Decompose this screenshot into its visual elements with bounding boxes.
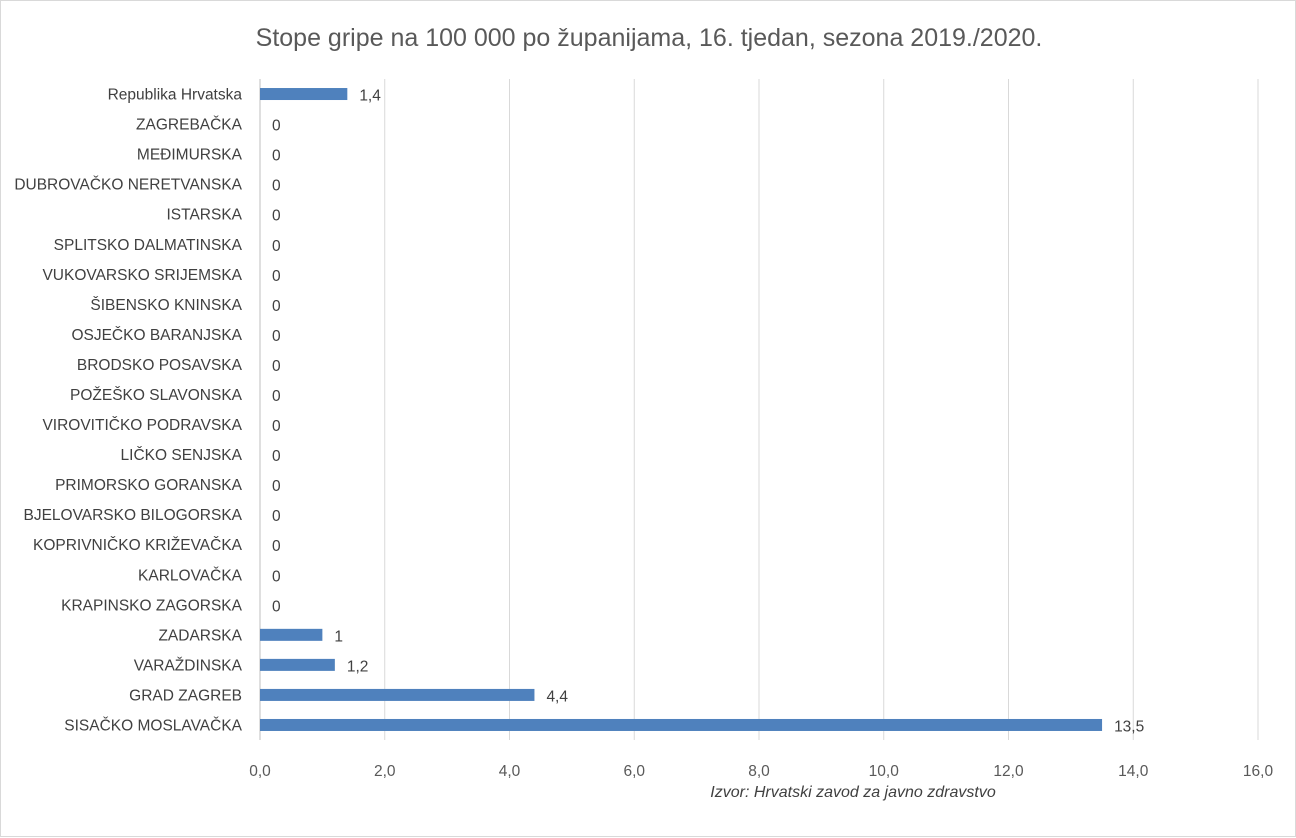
category-label: Republika Hrvatska [108,87,243,104]
data-label: 0 [272,568,281,585]
category-label: PRIMORSKO GORANSKA [55,477,243,494]
data-label: 0 [272,148,281,165]
data-label: 0 [272,328,281,345]
data-label: 0 [272,298,281,315]
category-label: KRAPINSKO ZAGORSKA [61,597,243,614]
category-labels: Republika Hrvatska ZAGREBAČKA MEĐIMURSKA DU… [14,87,242,735]
data-label: 0 [272,238,281,255]
category-label: POŽEŠKO SLAVONSKA [70,387,243,404]
category-label: KARLOVAČKA [138,567,243,584]
category-label: DUBROVAČKO NERETVANSKA [14,177,242,194]
category-label: BRODSKO POSAVSKA [77,357,243,374]
category-label: BJELOVARSKO BILOGORSKA [23,507,242,524]
x-tick-label: 0,0 [249,763,271,780]
category-label: VARAŽDINSKA [134,657,243,674]
data-label: 1,4 [359,88,381,105]
data-label: 0 [272,358,281,375]
data-label: 0 [272,448,281,465]
x-tick-label: 2,0 [374,763,396,780]
category-label: SISAČKO MOSLAVAČKA [64,717,242,734]
bar [260,88,348,101]
category-label: LIČKO SENJSKA [121,447,243,464]
data-label: 0 [272,118,281,135]
data-label: 1 [334,628,343,645]
x-tick-label: 14,0 [1118,763,1149,780]
bar [260,628,323,641]
data-labels: 1,4 0 0 0 0 0 0 0 0 0 0 0 0 0 0 0 0 0 11,2 4,4 13,5 [272,88,1144,736]
data-label: 13,5 [1114,718,1144,735]
x-tick-label: 8,0 [748,763,770,780]
data-label: 0 [272,598,281,615]
data-label: 0 [272,268,281,285]
category-label: ZADARSKA [158,627,242,644]
bar [260,718,1103,731]
data-label: 0 [272,178,281,195]
category-label: VUKOVARSKO SRIJEMSKA [42,267,242,284]
category-label: MEĐIMURSKA [137,147,243,164]
category-label: ISTARSKA [166,207,242,224]
x-tick-label: 4,0 [499,763,521,780]
category-label: GRAD ZAGREB [129,687,242,704]
data-label: 0 [272,508,281,525]
x-tick-label: 12,0 [993,763,1024,780]
category-label: ŠIBENSKO KNINSKA [90,297,242,314]
data-label: 4,4 [546,688,568,705]
category-label: VIROVITIČKO PODRAVSKA [42,417,242,434]
data-label: 1,2 [347,658,369,675]
category-label: KOPRIVNIČKO KRIŽEVAČKA [33,537,243,554]
bar [260,658,335,671]
data-label: 0 [272,538,281,555]
chart-title: Stope gripe na 100 000 po županijama, 16… [256,24,1043,52]
category-label: ZAGREBAČKA [136,117,243,134]
x-tick-label: 10,0 [869,763,900,780]
gridlines [259,79,1259,740]
data-label: 0 [272,478,281,495]
bar-series [260,88,1103,731]
category-label: OSJEČKO BARANJSKA [71,327,242,344]
data-label: 0 [272,418,281,435]
bar [260,688,535,701]
x-tick-label: 6,0 [623,763,645,780]
source-note: Izvor: Hrvatski zavod za javno zdravstvo [710,784,996,801]
data-label: 0 [272,208,281,225]
data-label: 0 [272,388,281,405]
x-axis-tick-labels: 0,0 2,0 4,0 6,0 8,0 10,0 12,0 14,0 16,0 [249,763,1273,780]
category-label: SPLITSKO DALMATINSKA [54,237,243,254]
x-tick-label: 16,0 [1243,763,1274,780]
